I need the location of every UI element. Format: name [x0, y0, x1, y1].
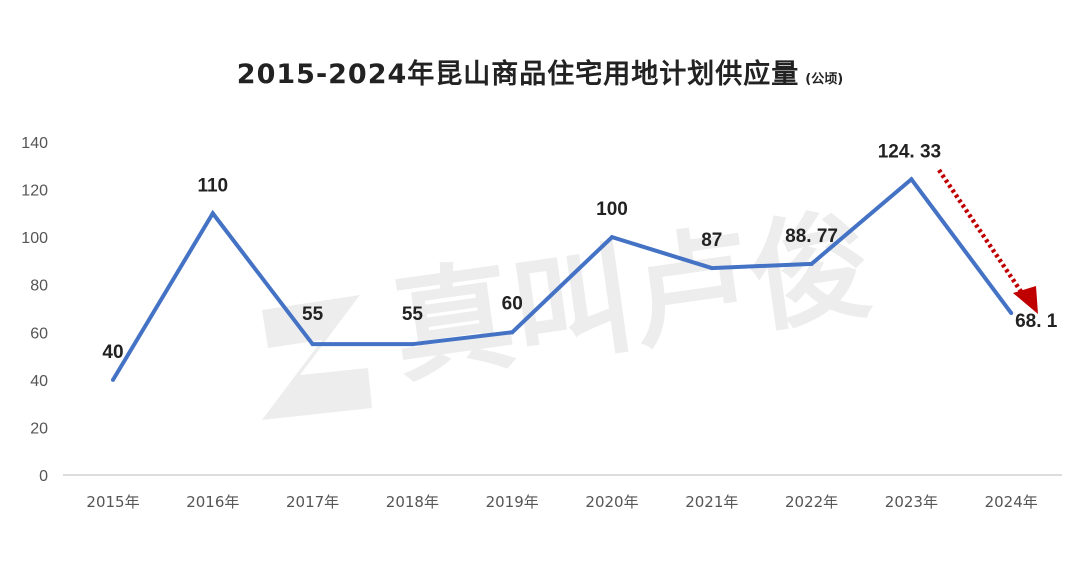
x-tick-label: 2022年 — [785, 493, 838, 511]
y-tick-label: 140 — [21, 135, 48, 152]
x-tick-label: 2016年 — [186, 493, 239, 511]
series-line — [111, 176, 1013, 381]
data-label: 110 — [197, 175, 228, 196]
x-tick-label: 2018年 — [386, 493, 439, 511]
data-label: 88. 77 — [785, 226, 838, 247]
x-tick-label: 2019年 — [486, 493, 539, 511]
data-point — [410, 342, 415, 347]
data-point — [210, 211, 215, 216]
data-point — [909, 177, 914, 182]
trend-arrow-line — [937, 168, 1026, 298]
x-tick-label: 2015年 — [86, 493, 139, 511]
data-label: 60 — [502, 293, 523, 314]
data-label: 40 — [102, 342, 123, 363]
x-tick-label: 2024年 — [985, 493, 1038, 511]
chart-title-text: 2015-2024年昆山商品住宅用地计划供应量 — [236, 59, 800, 90]
data-point — [510, 330, 515, 335]
watermark-logo — [262, 295, 372, 420]
data-label: 87 — [701, 230, 722, 251]
data-label: 100 — [596, 199, 628, 220]
data-label: 68. 1 — [1015, 311, 1058, 332]
data-label: 55 — [302, 304, 324, 325]
data-label: 55 — [402, 304, 424, 325]
y-tick-label: 20 — [30, 420, 48, 437]
y-tick-label: 0 — [39, 468, 48, 485]
data-point — [310, 342, 315, 347]
data-point — [709, 266, 714, 271]
chart-title: 2015-2024年昆山商品住宅用地计划供应量 (公顷) — [0, 52, 1080, 91]
data-point — [111, 377, 115, 382]
data-point — [809, 261, 814, 266]
y-tick-label: 120 — [21, 183, 48, 200]
x-tick-label: 2021年 — [685, 493, 738, 511]
data-point — [1009, 311, 1014, 316]
data-label: 124. 33 — [878, 141, 941, 162]
trend-arrow-head — [1013, 286, 1038, 314]
y-tick-label: 80 — [30, 278, 48, 295]
x-tick-label: 2023年 — [885, 493, 938, 511]
y-tick-label: 40 — [30, 373, 48, 390]
data-point — [610, 235, 614, 240]
y-tick-label: 60 — [30, 325, 48, 342]
x-tick-label: 2017年 — [286, 493, 339, 511]
y-tick-label: 100 — [21, 230, 48, 247]
x-tick-label: 2020年 — [585, 493, 638, 511]
chart-unit: (公顷) — [805, 72, 844, 87]
